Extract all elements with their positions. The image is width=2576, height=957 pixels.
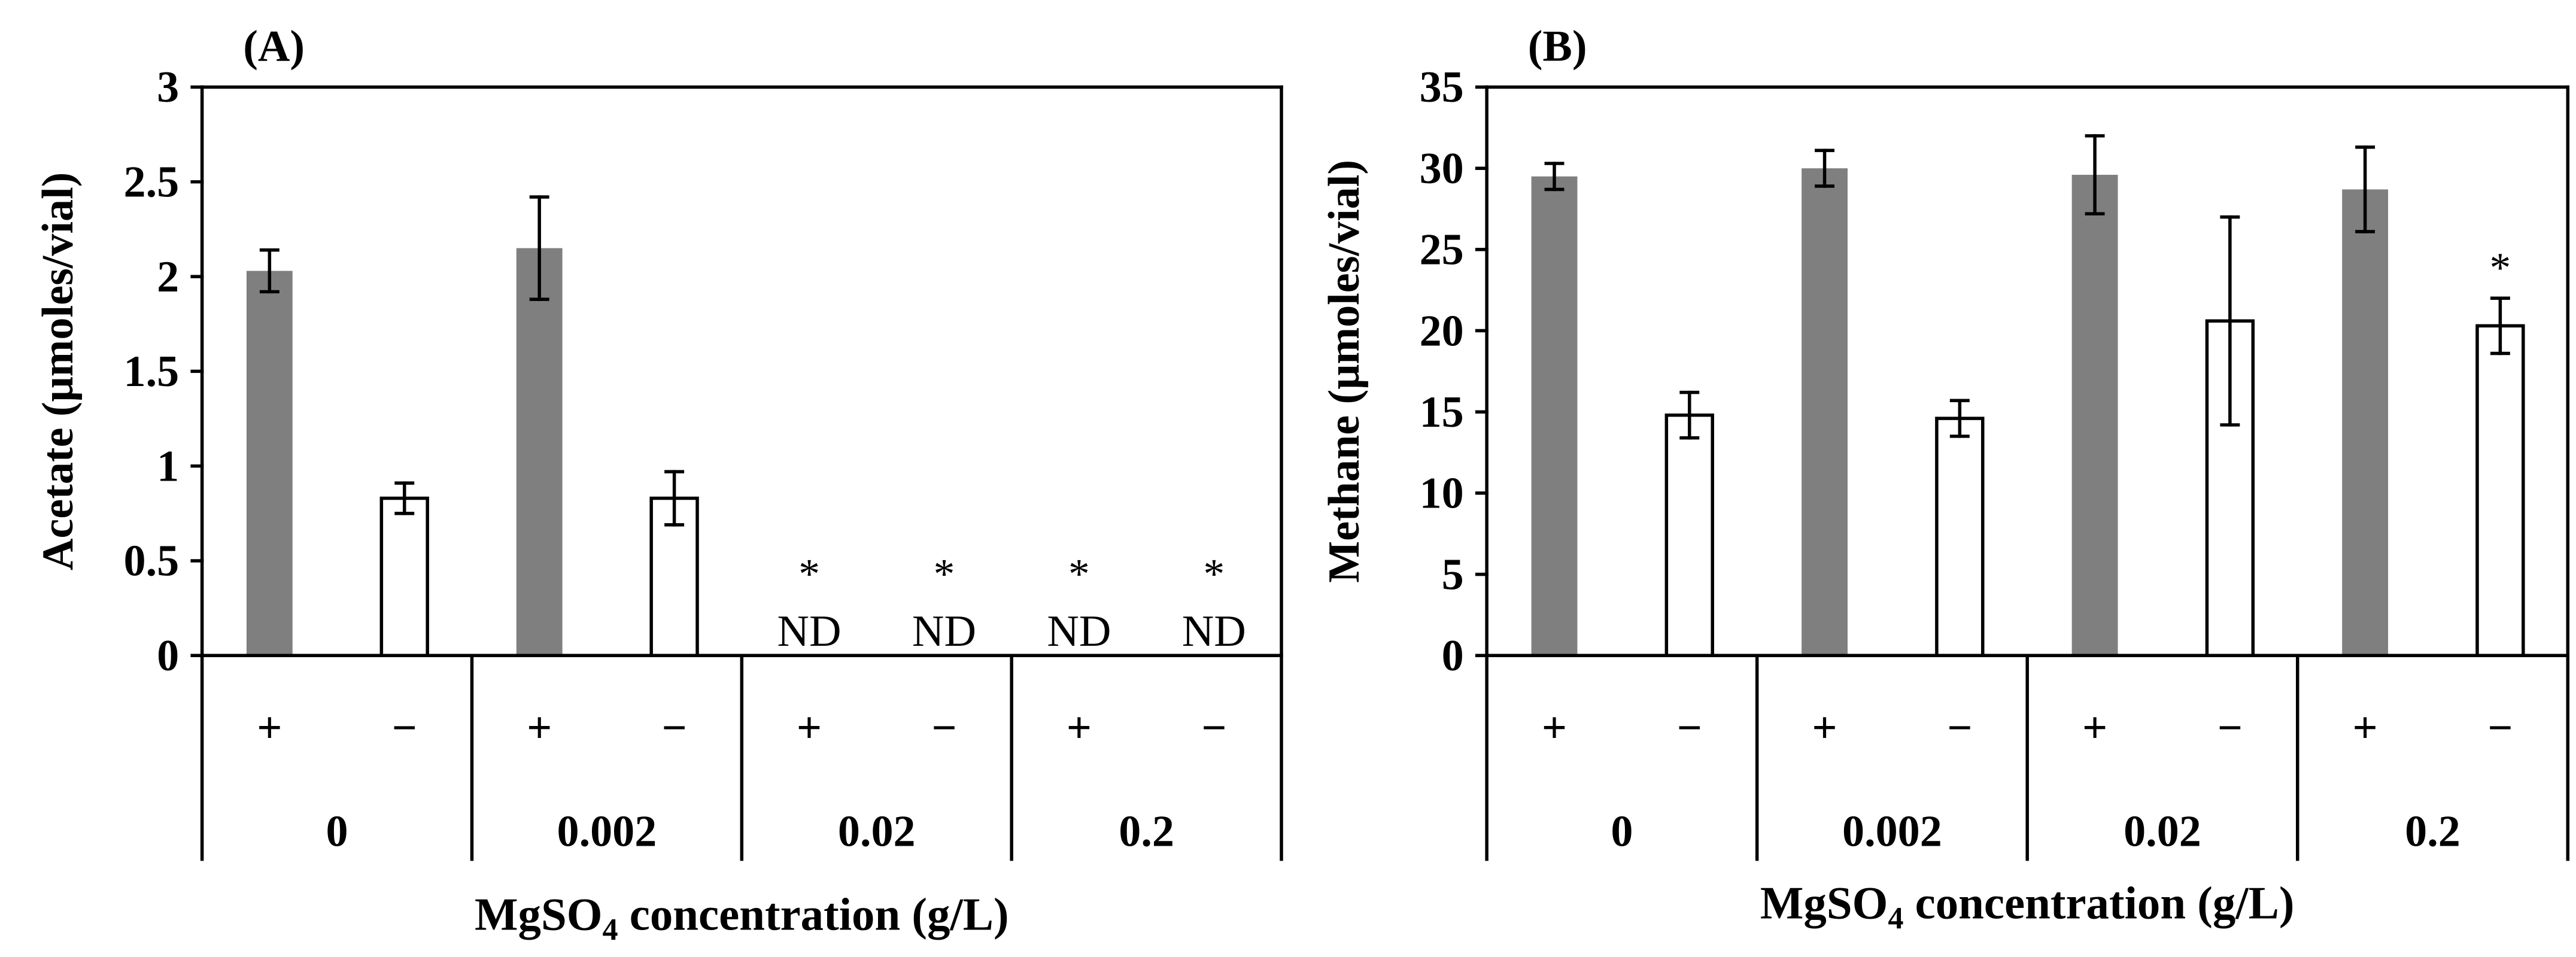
panel-a-minus-group-0-bar (379, 496, 429, 658)
panel-a-x-axis-title-subscript: 4 (602, 913, 618, 947)
panel-a-sub-label-minus-group-0: − (392, 704, 417, 753)
panel-b-minus-group-3-significance-marker: * (2490, 244, 2511, 291)
panel-a-panel-label: (A) (243, 22, 305, 71)
panel-a-plus-group-2-note: ND (777, 607, 842, 656)
panel-a: (A) * ND * ND * ND * ND 0 0.5 1 1.5 2 2.5 3 Acetate (μmo… (34, 22, 1283, 947)
panel-a-plus-group-3-significance-marker: * (1068, 551, 1090, 598)
panel-b-y-tick-label-0: 0 (1442, 631, 1464, 680)
panel-a-group-label-3: 0.2 (1119, 807, 1174, 856)
panel-a-sub-label-plus-group-2: + (797, 704, 822, 753)
panel-a-x-axis-title-rest: concentration (g/L) (618, 889, 1009, 940)
panel-a-sub-label-minus-group-1: − (661, 704, 686, 753)
panel-b-plus-group-0-bar (1531, 176, 1578, 656)
panel-a-y-tick-label-0: 0 (157, 631, 179, 680)
panel-a-y-tick-label-5: 2.5 (124, 158, 180, 207)
panel-a-y-tick-label-2: 1 (157, 442, 179, 491)
panel-b: (B) * 0 5 10 15 20 25 30 35 Methane (μmoles/vial) +… (1320, 22, 2570, 935)
panel-b-plus-group-3-bar (2342, 189, 2389, 656)
panel-b-sub-label-minus-group-3: − (2487, 704, 2513, 753)
panel-a-plus-group-3-note: ND (1047, 607, 1111, 656)
panel-b-group-label-2: 0.02 (2124, 807, 2201, 856)
panel-a-sub-label-minus-group-2: − (931, 704, 956, 753)
panel-b-y-tick-label-5: 25 (1420, 226, 1464, 275)
panel-b-y-tick-label-3: 15 (1420, 388, 1464, 437)
panel-b-sub-label-minus-group-0: − (1677, 704, 1702, 753)
panel-a-x-axis-title-main: MgSO (475, 889, 602, 940)
panel-b-y-tick-label-4: 20 (1420, 306, 1464, 356)
panel-a-group-label-2: 0.02 (838, 807, 916, 856)
panel-a-y-tick-label-3: 1.5 (124, 347, 180, 396)
panel-a-plus-group-0-bar (246, 271, 293, 656)
panel-a-minus-group-3-significance-marker: * (1203, 551, 1225, 598)
panel-a-group-label-1: 0.002 (557, 807, 657, 856)
panel-b-y-tick-label-6: 30 (1420, 144, 1464, 193)
panel-b-y-tick-label-1: 5 (1442, 550, 1464, 599)
panel-b-sub-label-minus-group-2: − (2217, 704, 2243, 753)
panel-a-minus-group-2-note: ND (912, 607, 976, 656)
panel-b-minus-group-1-bar (1935, 417, 1985, 658)
panel-b-sub-label-minus-group-1: − (1947, 704, 1972, 753)
panel-b-x-axis-title-rest: concentration (g/L) (1903, 877, 2294, 928)
panel-b-sub-label-plus-group-0: + (1542, 704, 1567, 753)
panel-a-y-axis-title: Acetate (μmoles/vial) (34, 172, 83, 571)
panel-b-minus-group-3-bar (2475, 324, 2525, 658)
panel-a-sub-label-plus-group-3: + (1067, 704, 1092, 753)
panel-a-y-tick-label-4: 2 (157, 253, 179, 302)
panel-a-x-axis-title: MgSO4 concentration (g/L) (475, 889, 1009, 947)
panel-b-minus-group-0-bar (1664, 413, 1714, 658)
panel-a-minus-group-3-note: ND (1182, 607, 1246, 656)
panel-b-sub-label-plus-group-3: + (2353, 704, 2378, 753)
panel-b-sub-label-plus-group-1: + (1812, 704, 1837, 753)
panel-b-x-axis-title: MgSO4 concentration (g/L) (1760, 877, 2295, 935)
panel-a-sub-label-plus-group-1: + (527, 704, 552, 753)
panel-b-sub-label-plus-group-2: + (2082, 704, 2107, 753)
panel-b-y-tick-label-7: 35 (1420, 63, 1464, 112)
panel-b-y-tick-label-2: 10 (1420, 469, 1464, 518)
panel-a-sub-label-plus-group-0: + (257, 704, 282, 753)
panel-b-panel-label: (B) (1528, 22, 1587, 71)
panel-b-plus-group-1-bar (1802, 168, 1848, 656)
panel-b-x-axis-title-subscript: 4 (1888, 901, 1903, 935)
panel-b-group-label-3: 0.2 (2405, 807, 2460, 856)
panel-a-y-tick-label-6: 3 (157, 63, 179, 112)
panel-b-plus-group-2-bar (2071, 175, 2118, 656)
panel-a-group-label-0: 0 (326, 807, 348, 856)
panel-a-sub-label-minus-group-3: − (1201, 704, 1226, 753)
panel-a-plus-group-1-bar (516, 248, 563, 656)
panel-b-x-axis-title-main: MgSO (1760, 877, 1888, 928)
panel-a-plus-group-2-significance-marker: * (798, 551, 820, 598)
panel-a-minus-group-2-significance-marker: * (934, 551, 955, 598)
panel-b-y-axis-title: Methane (μmoles/vial) (1320, 160, 1369, 583)
panel-b-group-label-1: 0.002 (1842, 807, 1942, 856)
panel-b-group-label-0: 0 (1611, 807, 1633, 856)
panel-a-y-tick-label-1: 0.5 (124, 537, 180, 586)
